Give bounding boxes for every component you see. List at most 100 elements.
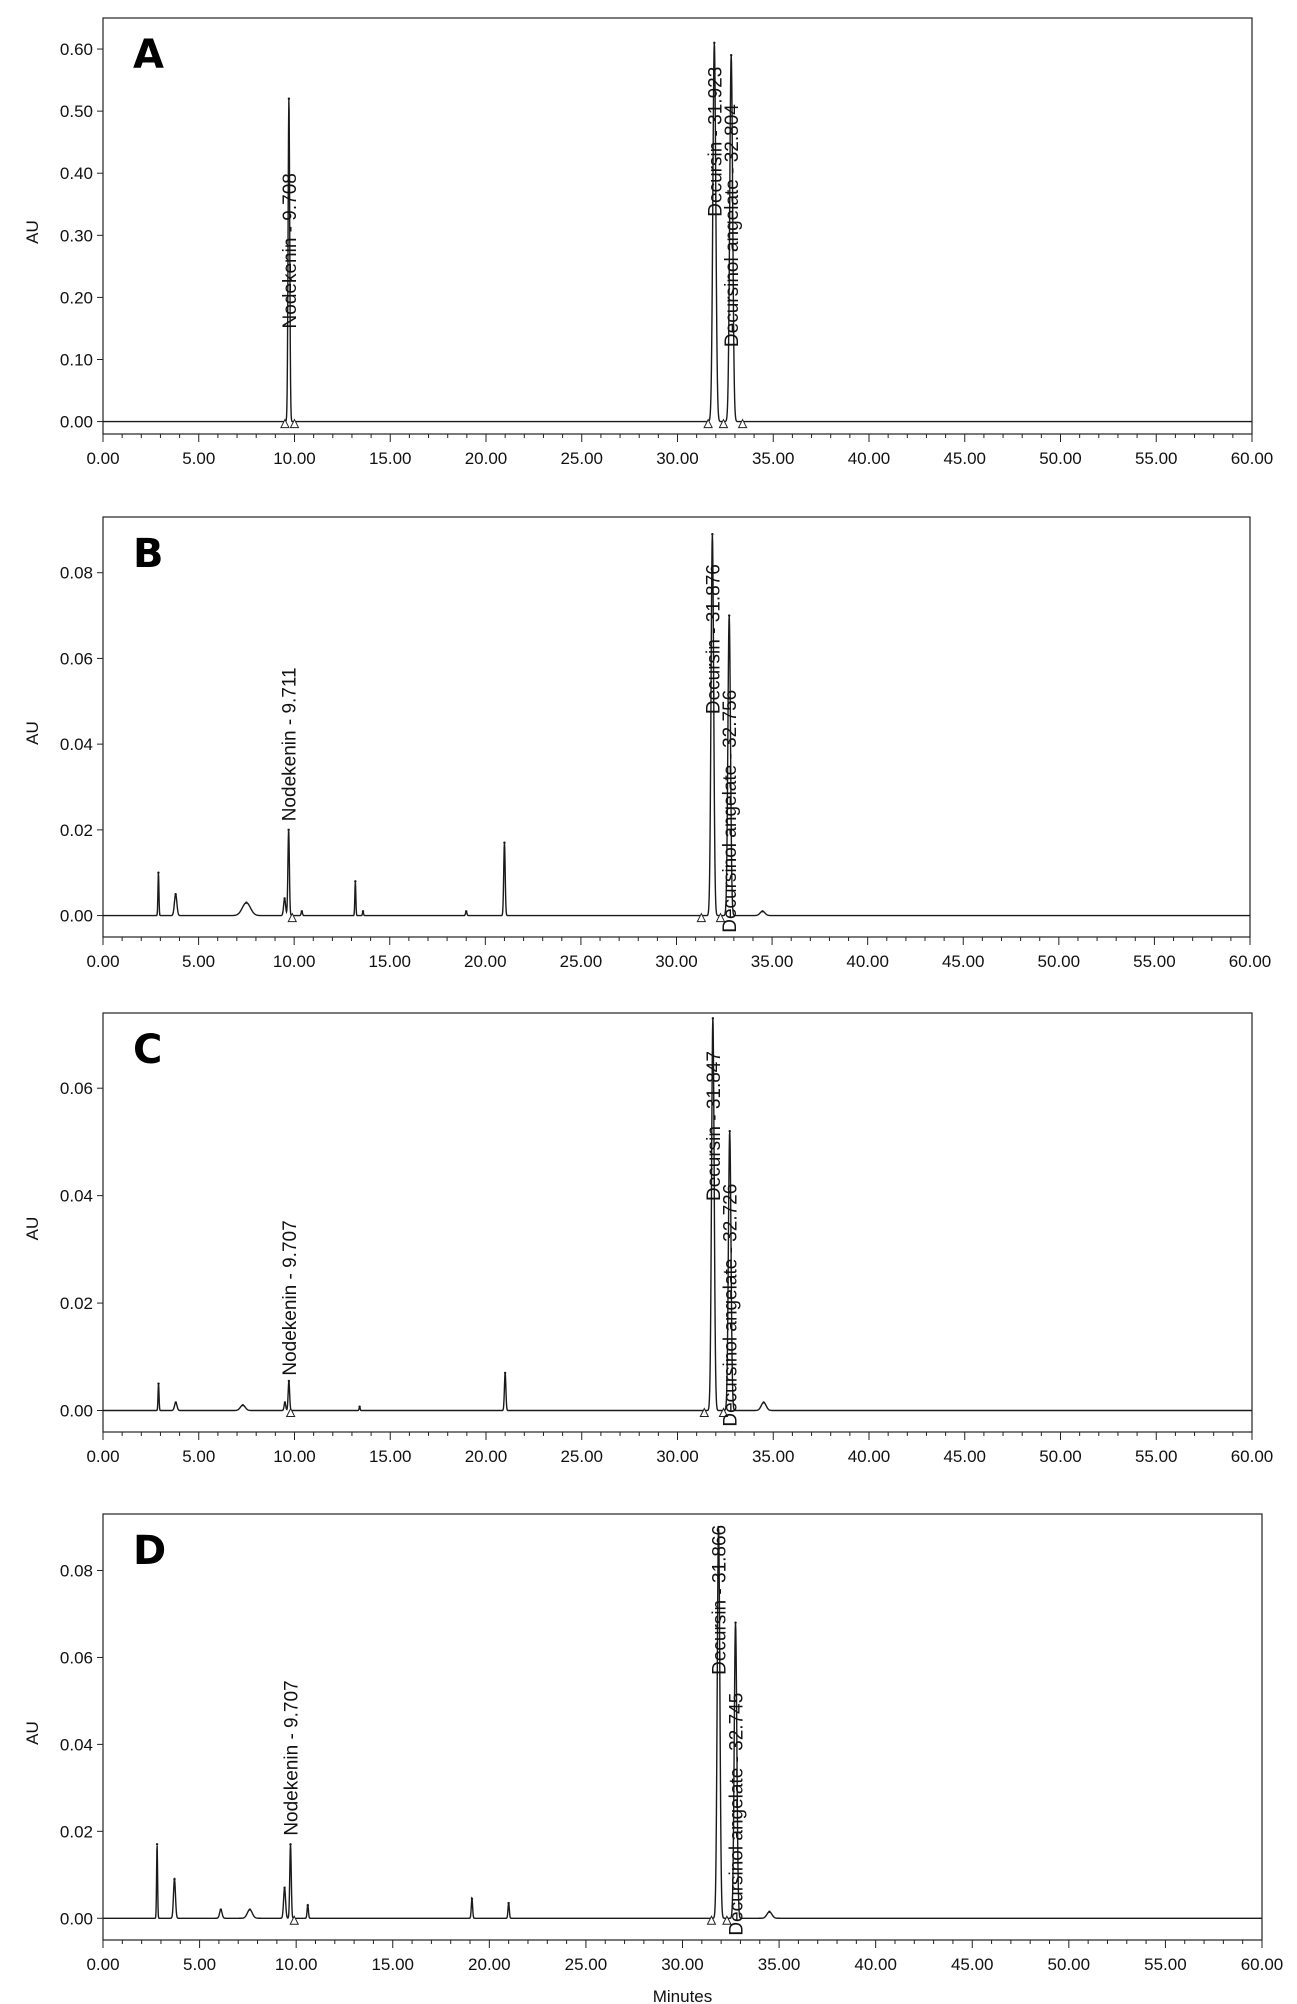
peak-apex bbox=[717, 1525, 720, 1529]
x-tick-label: 55.00 bbox=[1133, 952, 1176, 971]
panel-label: A bbox=[133, 32, 164, 78]
x-tick-label: 30.00 bbox=[655, 952, 698, 971]
x-tick-label: 0.00 bbox=[86, 449, 119, 468]
peak-apex bbox=[174, 1401, 177, 1404]
x-axis-title: Minutes bbox=[653, 1987, 713, 2004]
y-axis-title: AU bbox=[23, 1217, 42, 1241]
y-tick-label: 0.00 bbox=[60, 907, 93, 926]
x-tick-label: 60.00 bbox=[1231, 1447, 1274, 1466]
y-tick-label: 0.06 bbox=[60, 1079, 93, 1098]
x-tick-label: 60.00 bbox=[1241, 1955, 1284, 1974]
chart-panel-c: 0.00 0.02 0.04 0.06 0.00 5.00 10.00 15.00 20.00 2… bbox=[23, 1012, 1274, 1466]
integration-marker bbox=[289, 1915, 300, 1925]
x-tick-label: 50.00 bbox=[1039, 449, 1082, 468]
y-tick-label: 0.02 bbox=[60, 1822, 93, 1841]
y-axis-title: AU bbox=[23, 721, 42, 745]
integration-marker bbox=[737, 418, 748, 429]
x-tick-label: 55.00 bbox=[1144, 1955, 1187, 1974]
panel-label: C bbox=[133, 1027, 162, 1073]
x-tick-label: 35.00 bbox=[758, 1955, 801, 1974]
x-tick-label: 15.00 bbox=[369, 449, 412, 468]
x-tick-label: 50.00 bbox=[1048, 1955, 1091, 1974]
x-tick-label: 40.00 bbox=[854, 1955, 897, 1974]
peak-apex bbox=[727, 614, 731, 617]
y-axis-title: AU bbox=[23, 220, 42, 244]
peak-apex bbox=[287, 97, 291, 100]
peak-apex bbox=[283, 1886, 286, 1890]
panel-label: D bbox=[133, 1528, 166, 1574]
peak-apex bbox=[729, 54, 733, 57]
peak-annotation: Decursinol angelate - 32.726 bbox=[721, 1184, 742, 1427]
y-tick-label: 0.06 bbox=[60, 1648, 93, 1667]
peak-apex bbox=[287, 828, 290, 832]
x-tick-label: 15.00 bbox=[371, 1955, 414, 1974]
y-tick-label: 0.08 bbox=[60, 564, 93, 583]
peak-apex bbox=[465, 910, 468, 913]
peak-apex bbox=[289, 1843, 292, 1846]
x-tick-label: 20.00 bbox=[465, 1447, 508, 1466]
y-tick-label: 0.50 bbox=[60, 102, 93, 121]
x-tick-label: 40.00 bbox=[848, 449, 891, 468]
plot-frame bbox=[102, 17, 1253, 435]
y-tick-label: 0.06 bbox=[60, 649, 93, 668]
x-tick-label: 60.00 bbox=[1231, 449, 1274, 468]
peak-apex bbox=[157, 1382, 160, 1385]
peak-apex bbox=[768, 1910, 771, 1913]
x-tick-label: 60.00 bbox=[1229, 952, 1272, 971]
x-tick-label: 45.00 bbox=[942, 952, 985, 971]
x-tick-label: 10.00 bbox=[275, 1955, 318, 1974]
x-tick-label: 0.00 bbox=[86, 1447, 119, 1466]
peak-apex bbox=[287, 1379, 291, 1383]
integration-marker bbox=[287, 912, 298, 923]
x-tick-label: 45.00 bbox=[943, 449, 986, 468]
peak-apex bbox=[219, 1908, 223, 1911]
x-tick-label: 5.00 bbox=[182, 952, 215, 971]
peak-apex bbox=[241, 1403, 244, 1407]
peak-apex bbox=[174, 892, 177, 896]
peak-annotation: Nodekenin - 9.711 bbox=[280, 667, 301, 821]
peak-apex bbox=[157, 871, 160, 874]
peak-annotation: Nodekenin - 9.707 bbox=[282, 1680, 303, 1835]
peak-annotation: Decursinol angelate - 32.745 bbox=[727, 1693, 748, 1936]
peak-apex bbox=[713, 41, 716, 45]
x-tick-label: 25.00 bbox=[565, 1955, 608, 1974]
x-tick-label: 20.00 bbox=[464, 952, 507, 971]
x-tick-label: 35.00 bbox=[751, 952, 794, 971]
y-tick-label: 0.04 bbox=[60, 1187, 93, 1206]
chart-panel-a: 0.00 0.10 0.20 0.30 0.40 0.50 0.60 0.00 5.00 10.0… bbox=[23, 17, 1274, 468]
integration-marker bbox=[703, 418, 713, 429]
peak-annotation: Decursin - 31.866 bbox=[710, 1525, 731, 1675]
plot-frame bbox=[102, 1513, 1263, 1941]
integration-marker bbox=[280, 418, 290, 429]
peak-annotation: Decursin - 31.876 bbox=[703, 564, 724, 714]
y-tick-label: 0.04 bbox=[60, 735, 93, 754]
x-tick-label: 50.00 bbox=[1039, 1447, 1082, 1466]
x-tick-label: 15.00 bbox=[368, 952, 411, 971]
peak-apex bbox=[470, 1897, 474, 1900]
y-tick-label: 0.60 bbox=[60, 40, 93, 59]
y-tick-label: 0.00 bbox=[60, 413, 93, 432]
x-tick-label: 5.00 bbox=[182, 449, 215, 468]
x-tick-label: 40.00 bbox=[846, 952, 889, 971]
peak-apex bbox=[283, 897, 286, 900]
y-tick-label: 0.00 bbox=[60, 1909, 93, 1928]
x-tick-label: 45.00 bbox=[951, 1955, 994, 1974]
x-tick-label: 35.00 bbox=[752, 449, 795, 468]
peak-apex bbox=[507, 1901, 510, 1905]
chromatogram-trace bbox=[103, 1018, 1252, 1412]
panel-label: B bbox=[133, 531, 164, 577]
integration-marker bbox=[706, 1915, 717, 1925]
integration-marker bbox=[718, 418, 729, 429]
x-tick-label: 15.00 bbox=[369, 1447, 412, 1466]
chromatogram-trace bbox=[103, 43, 1252, 423]
integration-marker bbox=[718, 1407, 729, 1418]
peak-apex bbox=[358, 1405, 361, 1408]
peak-annotation: Decursinol angelate - 32.756 bbox=[720, 690, 741, 933]
x-tick-label: 25.00 bbox=[560, 1447, 603, 1466]
chromatogram-trace bbox=[103, 1528, 1262, 1919]
peak-apex bbox=[155, 1843, 159, 1846]
y-tick-label: 0.02 bbox=[60, 1294, 93, 1313]
chart-panel-b: 0.00 0.02 0.04 0.06 0.08 0.00 5.00 10.00 15.00 20… bbox=[23, 516, 1272, 971]
